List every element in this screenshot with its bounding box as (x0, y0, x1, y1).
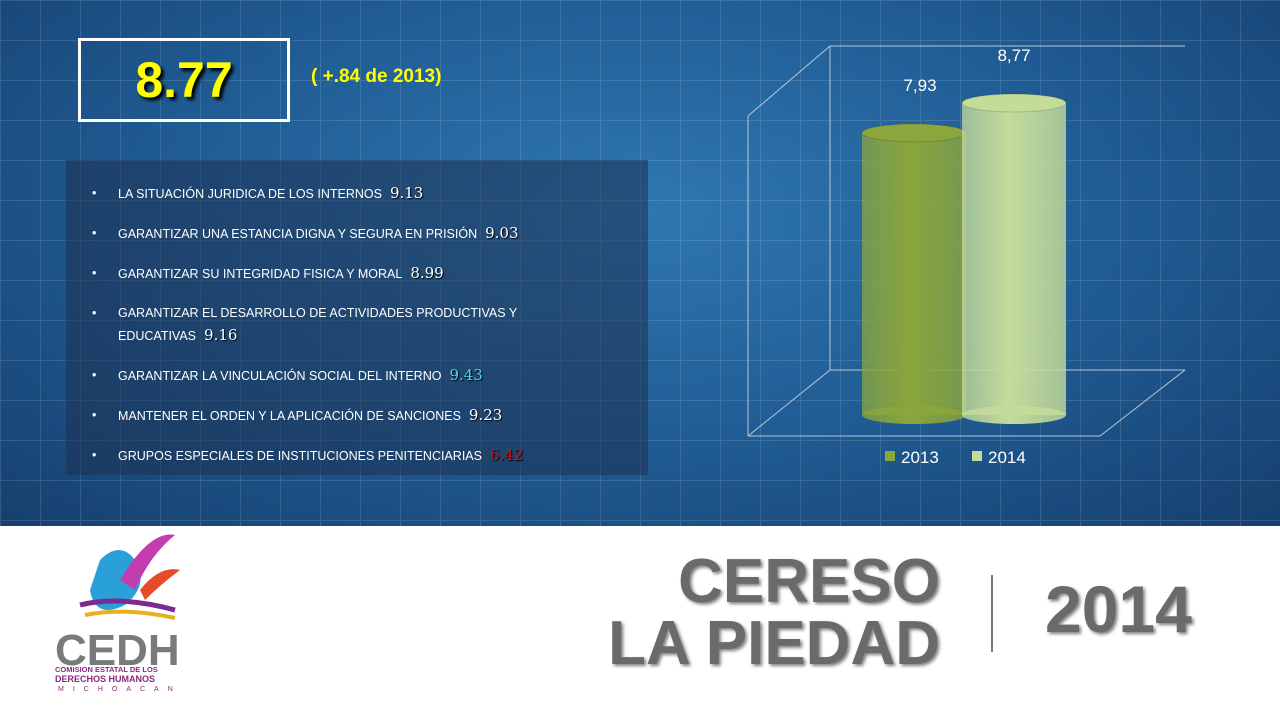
criteria-text: GARANTIZAR LA VINCULACIÓN SOCIAL DEL INT… (118, 369, 442, 383)
legend-label: 2014 (988, 448, 1026, 467)
footer-title: CERESO (678, 547, 940, 616)
criteria-item: GRUPOS ESPECIALES DE INSTITUCIONES PENIT… (92, 444, 578, 467)
bar-top (861, 123, 967, 143)
criteria-panel: LA SITUACIÓN JURIDICA DE LOS INTERNOS 9.1… (66, 160, 648, 475)
criteria-score: 6.42 (489, 446, 524, 464)
legend-swatch (972, 451, 982, 461)
criteria-text: GARANTIZAR UNA ESTANCIA DIGNA Y SEGURA E… (118, 227, 478, 241)
bar (862, 132, 966, 415)
criteria-score: 8.99 (410, 264, 444, 282)
criteria-item: MANTENER EL ORDEN Y LA APLICACIÓN DE SAN… (92, 404, 578, 427)
criteria-text: LA SITUACIÓN JURIDICA DE LOS INTERNOS (118, 187, 382, 201)
criteria-score: 9.16 (204, 326, 238, 344)
criteria-item: GARANTIZAR EL DESARROLLO DE ACTIVIDADES … (92, 302, 578, 347)
data-label: 8,77 (997, 46, 1030, 65)
bar (962, 103, 1066, 415)
bar-top (961, 93, 1067, 113)
data-label: 7,93 (903, 76, 936, 95)
criteria-item: GARANTIZAR UNA ESTANCIA DIGNA Y SEGURA E… (92, 222, 578, 245)
criteria-score: 9.03 (485, 224, 519, 242)
score-change: ( +.84 de 2013) (311, 66, 442, 87)
logo-acronym: CEDH (55, 626, 180, 675)
legend-label: 2013 (901, 448, 939, 467)
criteria-item: GARANTIZAR LA VINCULACIÓN SOCIAL DEL INT… (92, 364, 578, 387)
criteria-score: 9.13 (389, 184, 424, 202)
criteria-text: GARANTIZAR SU INTEGRIDAD FISICA Y MORAL (118, 267, 403, 281)
criteria-item: LA SITUACIÓN JURIDICA DE LOS INTERNOS 9.1… (92, 182, 578, 205)
legend-swatch (885, 451, 895, 461)
logo-line: DERECHOS HUMANOS (55, 674, 155, 684)
footer-title: LA PIEDAD (608, 609, 940, 678)
criteria-text: GARANTIZAR EL DESARROLLO DE ACTIVIDADES … (118, 306, 517, 343)
criteria-score: 9.43 (449, 366, 483, 384)
logo-line: COMISION ESTATAL DE LOS (55, 665, 158, 674)
score-box: 8.77 (78, 38, 290, 122)
criteria-text: GRUPOS ESPECIALES DE INSTITUCIONES PENIT… (118, 449, 482, 463)
criteria-text: MANTENER EL ORDEN Y LA APLICACIÓN DE SAN… (118, 409, 461, 423)
criteria-list: LA SITUACIÓN JURIDICA DE LOS INTERNOS 9.1… (66, 160, 648, 467)
footer-year: 2014 (1045, 572, 1192, 646)
criteria-score: 9.23 (468, 406, 503, 424)
criteria-item: GARANTIZAR SU INTEGRIDAD FISICA Y MORAL 8… (92, 262, 578, 285)
logo: CEDH COMISION ESTATAL DE LOS DERECHOS HU… (55, 534, 182, 693)
logo-line: MICHOACAN (58, 686, 182, 693)
